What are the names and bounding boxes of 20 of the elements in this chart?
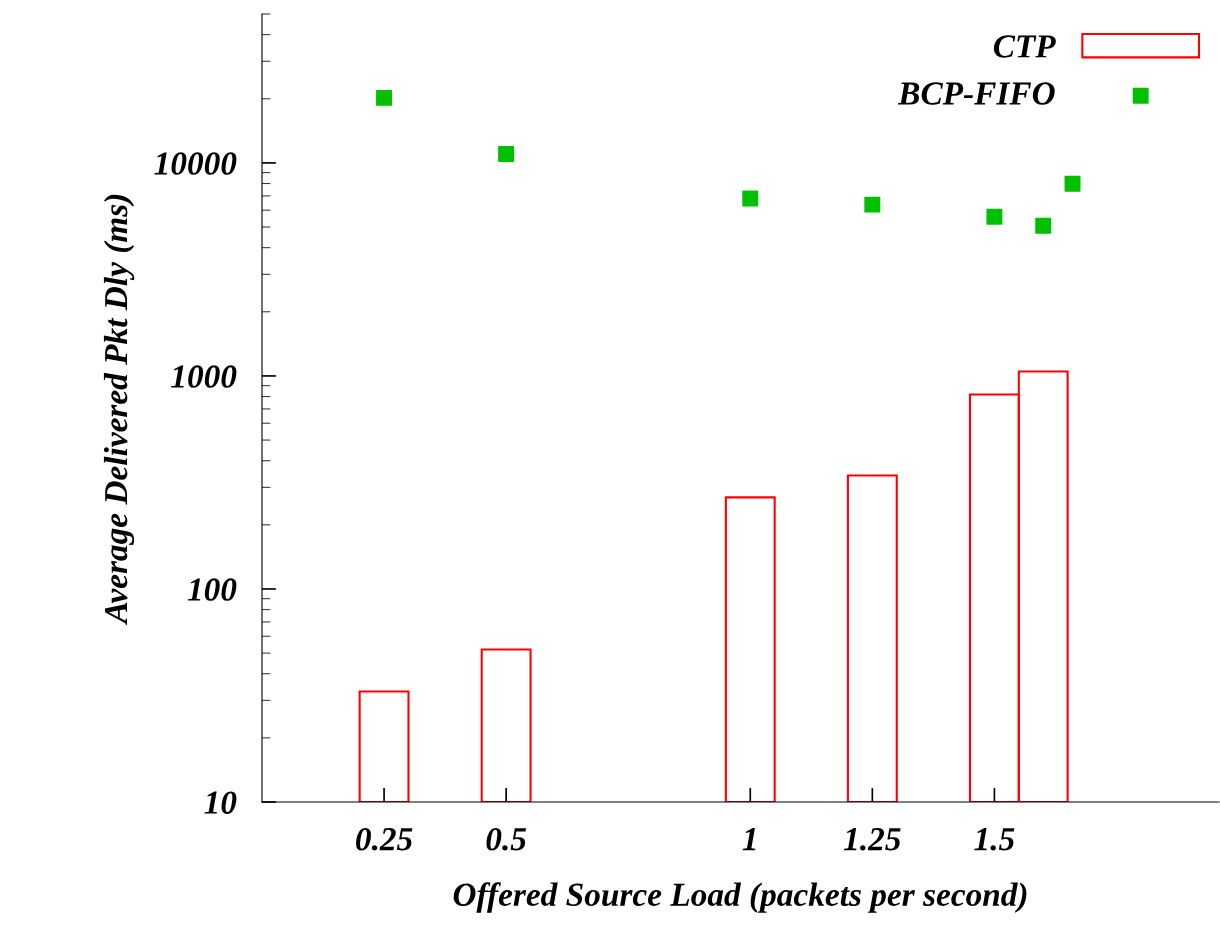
x-axis-title: Offered Source Load (packets per second) — [453, 882, 1027, 913]
x-tick-label: 1.5 — [974, 828, 1015, 851]
y-tick-label: 100 — [187, 578, 237, 601]
y-tick-label: 1000 — [171, 365, 237, 388]
point — [1035, 217, 1052, 234]
point — [498, 146, 515, 163]
y-tick-label: 10000 — [154, 152, 237, 175]
x-tick-label: 0.25 — [356, 827, 413, 851]
x-tick-label: 1 — [742, 828, 756, 851]
point — [376, 89, 393, 106]
legend-label: BCP-FIFO — [897, 82, 1055, 105]
x-tick-label: 0.5 — [486, 827, 527, 851]
y-axis-title: Average Delivered Pkt Dly (ms) — [103, 194, 135, 626]
y-tick-label: 10 — [204, 791, 237, 814]
legend-label: CTP — [993, 35, 1056, 58]
x-tick-label: 1.25 — [843, 828, 901, 851]
point — [864, 196, 881, 213]
point — [986, 208, 1003, 225]
point — [1064, 175, 1081, 192]
point — [742, 190, 759, 207]
